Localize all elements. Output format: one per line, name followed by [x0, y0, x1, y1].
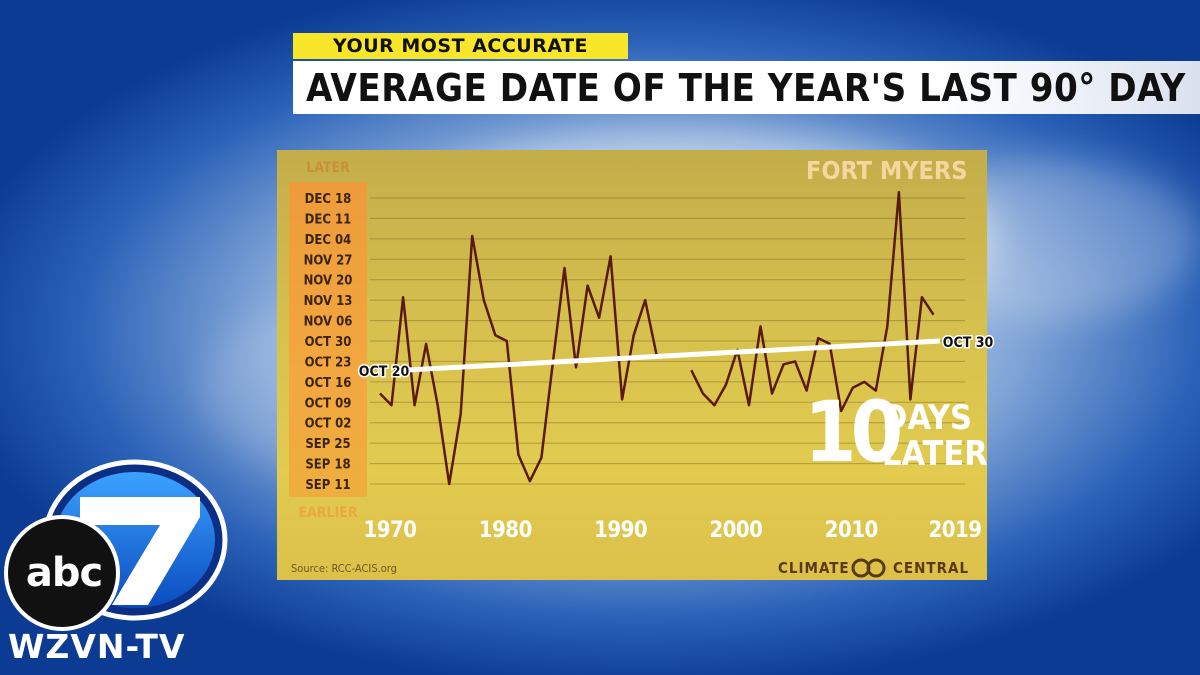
earlier-label: EARLIER — [298, 505, 358, 521]
y-axis-box — [289, 182, 367, 497]
series-line — [690, 190, 935, 413]
climate-central-left: CLIMATE — [778, 559, 850, 577]
y-tick-label: SEP 11 — [305, 478, 350, 493]
y-tick-label: DEC 18 — [305, 192, 352, 207]
y-tick-label: OCT 02 — [305, 417, 352, 432]
abc7-logo-icon — [4, 459, 228, 631]
x-tick-label: 2010 — [824, 518, 879, 543]
x-tick-label: 2000 — [709, 518, 763, 543]
series-line — [379, 234, 658, 486]
abc-logo-text: abc — [25, 550, 103, 596]
page-title: AVERAGE DATE OF THE YEAR'S LAST 90° DAY — [306, 66, 1186, 110]
y-tick-label: DEC 11 — [305, 212, 352, 227]
header-tag: YOUR MOST ACCURATE — [293, 33, 628, 59]
y-tick-label: OCT 23 — [305, 355, 352, 370]
callout-word-days: DAYS — [882, 398, 972, 438]
source-text: Source: RCC-ACIS.org — [291, 562, 397, 575]
trend-start-label: OCT 20 — [359, 364, 410, 380]
x-tick-label: 1990 — [594, 518, 648, 543]
climate-central-right: CENTRAL — [893, 559, 970, 577]
y-tick-label: NOV 06 — [304, 315, 353, 330]
y-tick-label: DEC 04 — [305, 233, 352, 248]
y-tick-label: NOV 20 — [304, 274, 353, 289]
x-tick-label: 2019 — [928, 518, 982, 543]
trend-line — [404, 338, 941, 373]
location-label: FORT MYERS — [806, 156, 968, 185]
y-tick-label: NOV 13 — [304, 294, 353, 309]
y-tick-label: NOV 27 — [304, 253, 353, 268]
callout-word-later: LATER — [882, 434, 988, 474]
trend-group: OCT 20 OCT 30 — [357, 334, 995, 382]
series-group — [379, 190, 935, 486]
callout-number: 10 — [804, 383, 903, 481]
trend-end-label: OCT 30 — [943, 335, 994, 351]
y-tick-label: OCT 30 — [305, 335, 352, 350]
climate-central-logo-icon — [851, 558, 886, 578]
x-tick-label: 1980 — [478, 518, 533, 543]
y-tick-label: OCT 09 — [305, 396, 352, 411]
later-label: LATER — [306, 160, 350, 176]
y-tick-label: SEP 18 — [305, 458, 350, 473]
y-tick-label: SEP 25 — [305, 437, 350, 452]
x-tick-label: 1970 — [363, 518, 417, 543]
call-sign: WZVN-TV — [8, 627, 186, 666]
y-tick-label: OCT 16 — [305, 376, 352, 391]
title-bar — [293, 61, 1200, 114]
y-tick-labels: DEC 18 DEC 11 DEC 04 NOV 27 NOV 20 NOV 13 NOV … — [304, 192, 353, 493]
